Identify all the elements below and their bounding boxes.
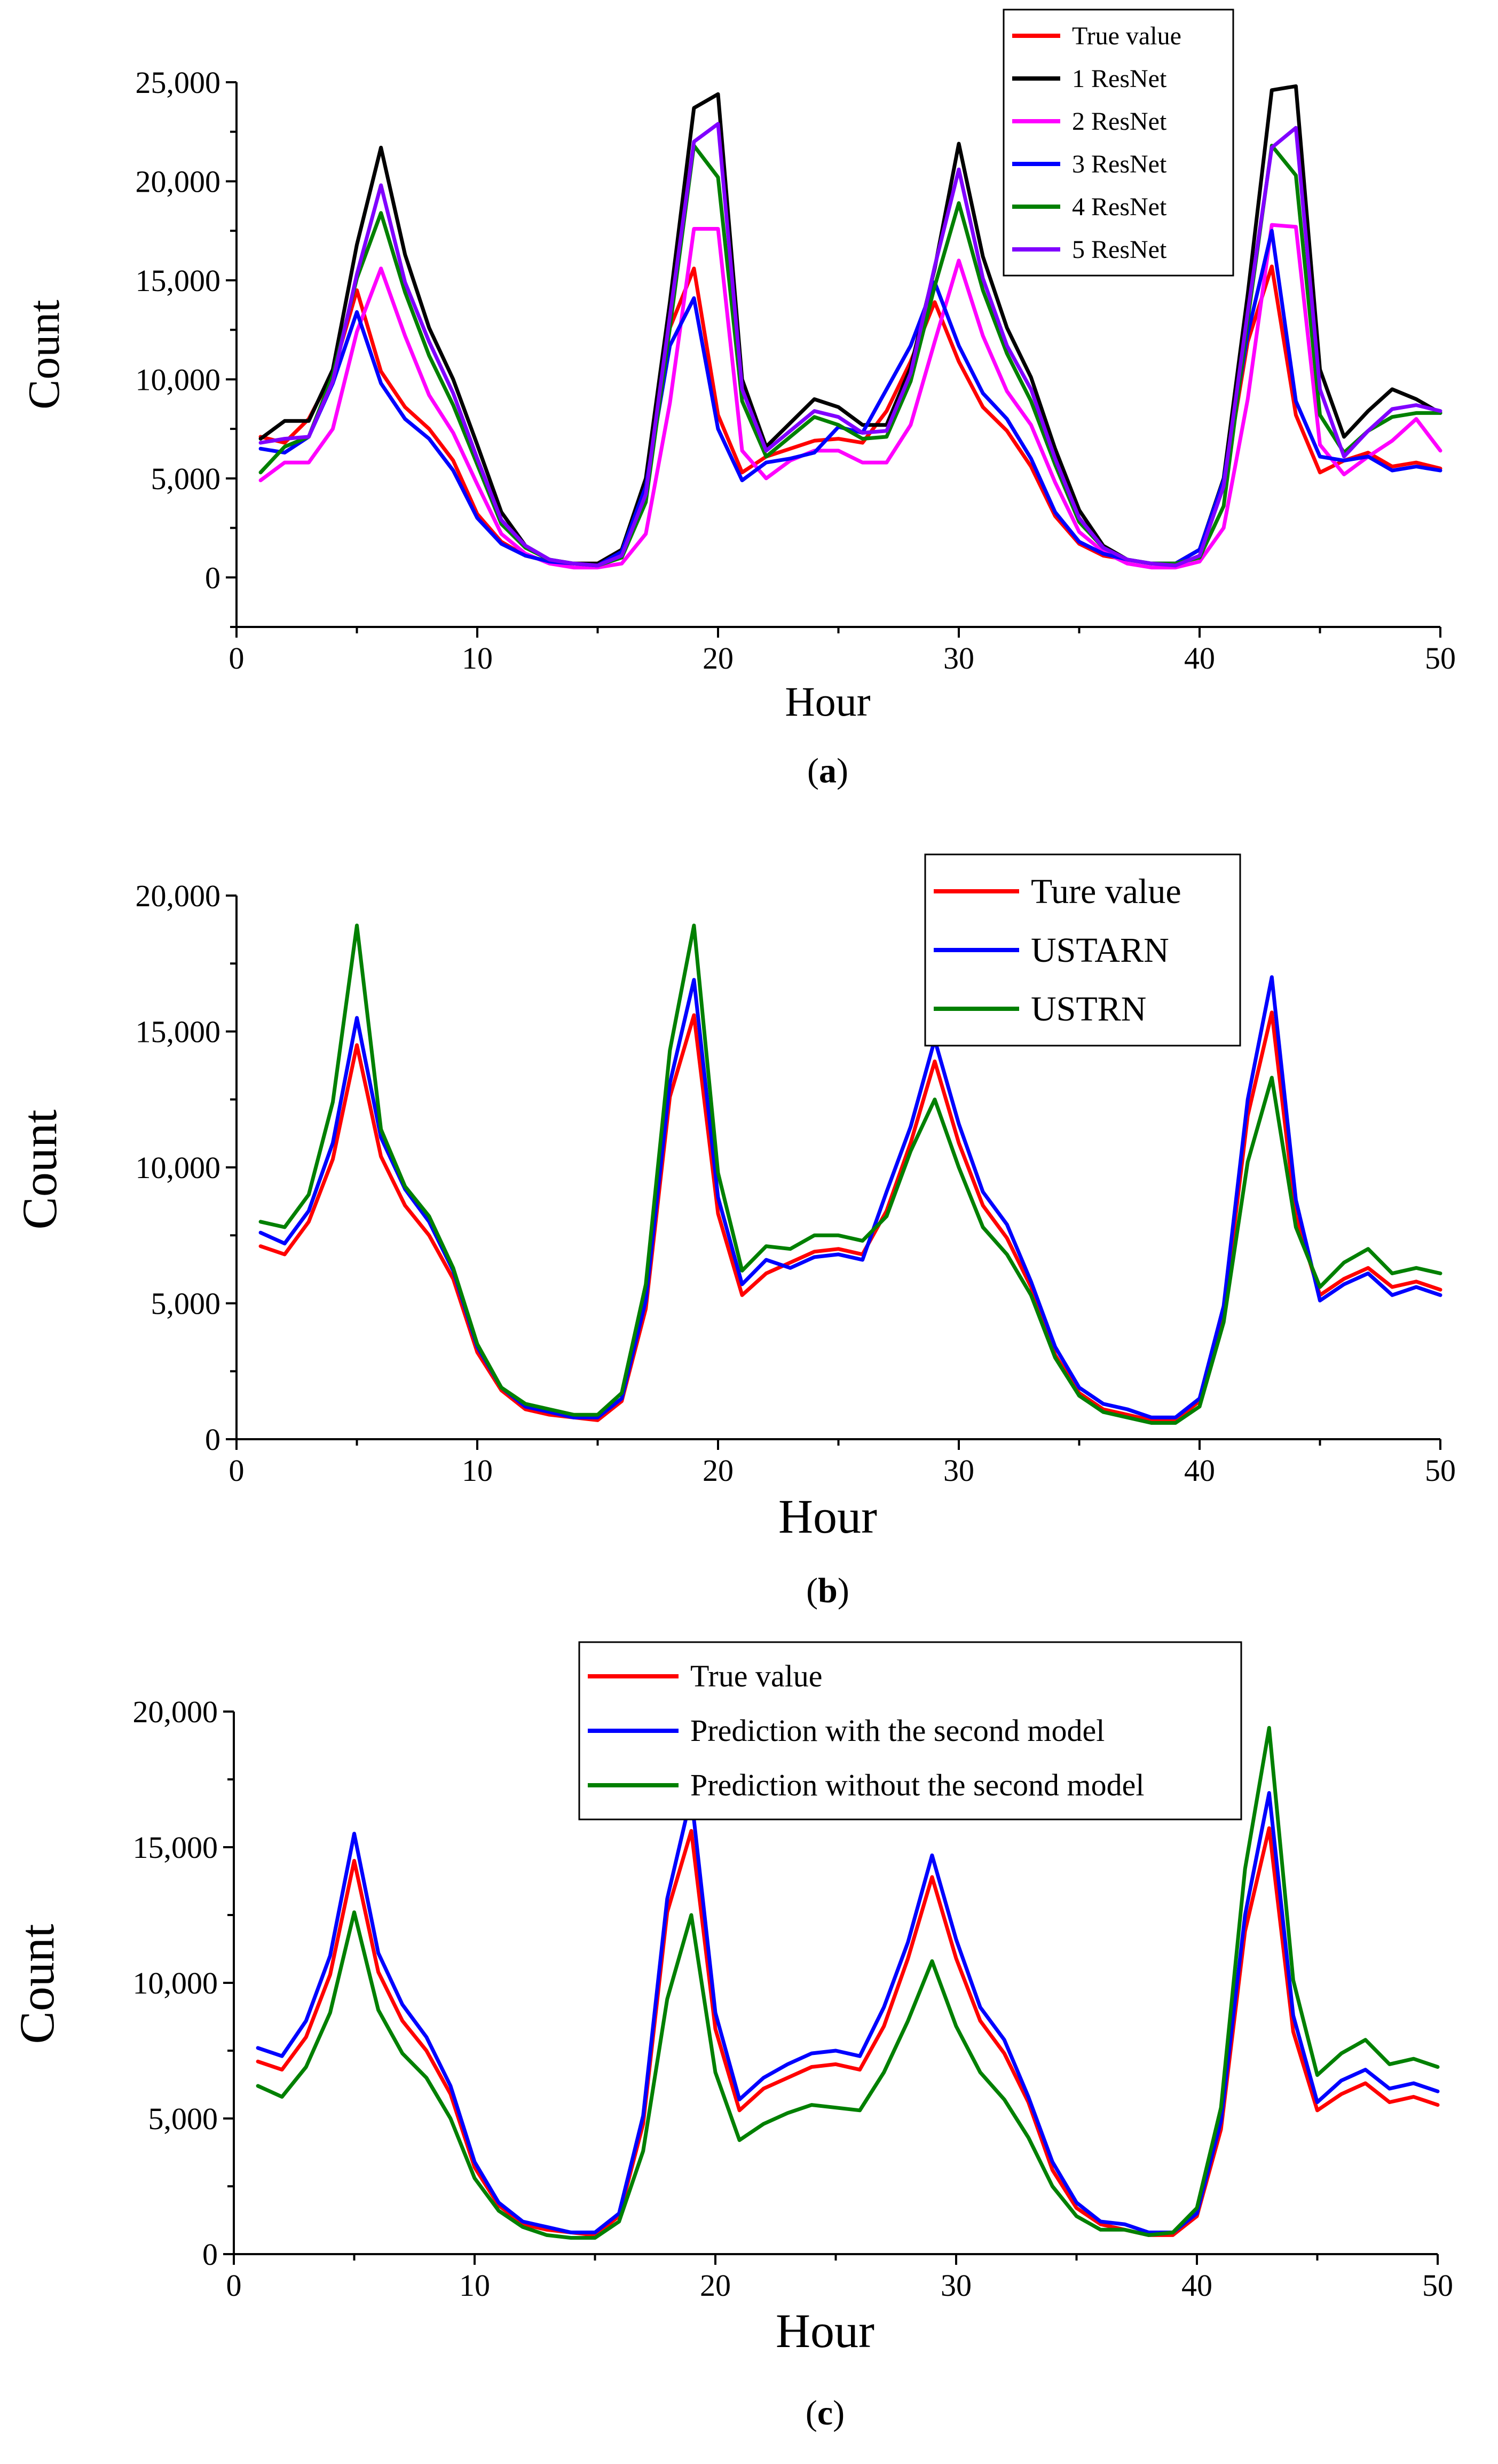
legend-label: USTARN — [1031, 931, 1169, 970]
y-tick-label: 0 — [205, 560, 220, 595]
x-tick-label: 40 — [1184, 641, 1215, 676]
chart-panel-b: 0 10 20 30 40 50 0 5,000 10,000 15,000 20,000 Hour C… — [12, 853, 1456, 1610]
legend-label: 3 ResNet — [1072, 150, 1167, 178]
y-tick-label: 0 — [202, 2237, 218, 2272]
legend-label: Prediction without the second model — [690, 1768, 1145, 1802]
panel-caption: (a) — [807, 751, 848, 790]
y-axis-title: Count — [10, 1924, 64, 2044]
x-tick-label: 30 — [941, 2268, 972, 2303]
y-tick-label: 20,000 — [136, 164, 221, 199]
legend-label: Prediction with the second model — [690, 1713, 1105, 1748]
legend-label: True value — [690, 1659, 823, 1693]
series-line-6 — [258, 122, 1442, 568]
x-tick-label: 10 — [462, 1453, 493, 1488]
legend-label: USTRN — [1031, 990, 1146, 1029]
legend-label: 5 ResNet — [1072, 236, 1167, 264]
y-tick-label: 15,000 — [136, 263, 221, 298]
series-line-3 — [258, 923, 1442, 1425]
legend: Ture value USTARN USTRN — [924, 853, 1241, 1047]
panel-caption: (b) — [806, 1571, 849, 1610]
legend-label: True value — [1072, 22, 1181, 50]
legend-label: 4 ResNet — [1072, 193, 1167, 221]
y-tick-label: 10,000 — [136, 362, 221, 397]
chart-panel-c: 0 10 20 30 40 50 0 5,000 10,000 15,000 20,000 Hour C… — [10, 1641, 1453, 2432]
x-tick-label: 10 — [462, 641, 493, 676]
y-axis-title: Count — [19, 300, 69, 409]
x-tick-label: 0 — [229, 641, 245, 676]
y-tick-label: 15,000 — [133, 1830, 218, 1865]
legend-label: Ture value — [1031, 872, 1181, 911]
y-tick-label: 15,000 — [136, 1015, 221, 1049]
x-tick-label: 20 — [703, 641, 734, 676]
y-tick-label: 5,000 — [151, 461, 221, 496]
x-tick-label: 30 — [943, 641, 974, 676]
series-line-2 — [258, 84, 1442, 566]
series-line-3 — [256, 1726, 1440, 2240]
x-tick-label: 30 — [943, 1453, 974, 1488]
x-axis-title: Hour — [776, 2305, 874, 2358]
x-axis-title: Hour — [778, 1490, 877, 1543]
x-tick-label: 10 — [459, 2268, 490, 2303]
series-line-3 — [258, 223, 1442, 570]
x-tick-label: 50 — [1425, 1453, 1456, 1488]
legend: True value Prediction with the second mod… — [578, 1641, 1242, 1820]
legend-box — [578, 1641, 1242, 1820]
legend-label: 1 ResNet — [1072, 65, 1167, 93]
legend-box — [1003, 9, 1234, 277]
x-tick-label: 40 — [1184, 1453, 1215, 1488]
x-axis-title: Hour — [785, 678, 870, 725]
x-tick-label: 40 — [1181, 2268, 1212, 2303]
x-tick-label: 50 — [1425, 641, 1456, 676]
chart-panel-a: 0 10 20 30 40 50 0 5,000 10,000 15,000 20,000 25,00… — [19, 9, 1456, 790]
series-line-2 — [256, 1791, 1440, 2234]
y-axis-title: Count — [12, 1109, 67, 1229]
x-tick-label: 20 — [700, 2268, 731, 2303]
y-tick-label: 0 — [205, 1422, 220, 1457]
y-tick-label: 10,000 — [133, 1966, 218, 2000]
panel-caption: (c) — [806, 2394, 845, 2432]
y-tick-label: 5,000 — [151, 1286, 221, 1321]
x-tick-label: 0 — [226, 2268, 242, 2303]
y-tick-label: 5,000 — [148, 2101, 218, 2136]
y-tick-label: 20,000 — [136, 878, 221, 913]
legend-label: 2 ResNet — [1072, 107, 1167, 136]
x-tick-label: 20 — [703, 1453, 734, 1488]
y-tick-label: 25,000 — [136, 65, 221, 100]
x-tick-label: 50 — [1422, 2268, 1453, 2303]
x-tick-label: 0 — [229, 1453, 245, 1488]
legend: True value 1 ResNet 2 ResNet 3 ResNet 4 ResN… — [1003, 9, 1234, 277]
y-tick-label: 20,000 — [133, 1694, 218, 1729]
y-tick-label: 10,000 — [136, 1150, 221, 1185]
